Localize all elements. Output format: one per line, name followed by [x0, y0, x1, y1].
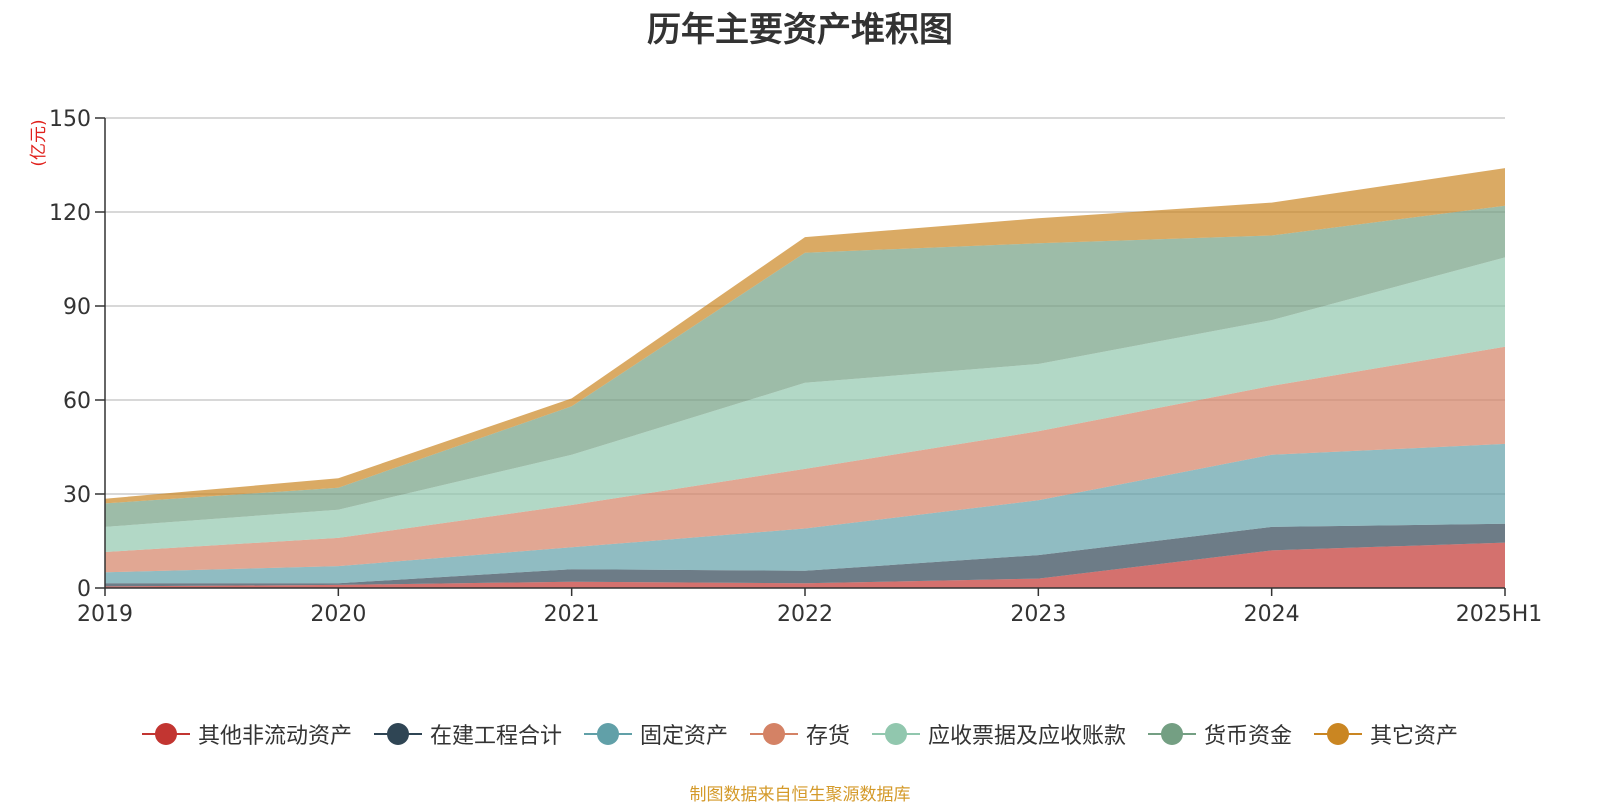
area-series [105, 168, 1505, 588]
legend-swatch [1314, 722, 1363, 746]
legend-label: 存货 [805, 724, 850, 749]
legend-label: 货币资金 [1204, 724, 1293, 749]
legend-item[interactable]: 其他非流动资产 [141, 718, 352, 750]
y-tick-label: 90 [63, 295, 91, 320]
x-tick-label: 2023 [1010, 602, 1066, 627]
legend-item[interactable]: 存货 [749, 718, 850, 750]
legend-label: 其它资产 [1370, 724, 1459, 749]
x-tick-label: 2025H1 [1456, 602, 1543, 627]
legend-label: 在建工程合计 [429, 724, 562, 749]
legend-swatch [583, 722, 632, 746]
area-其他非流动资产 [105, 542, 1505, 588]
y-tick-label: 60 [63, 389, 91, 414]
area-货币资金 [105, 205, 1505, 527]
chart-title: 历年主要资产堆积图 [647, 10, 953, 50]
legend-label: 其他非流动资产 [197, 724, 352, 749]
legend-label: 应收票据及应收账款 [928, 724, 1127, 749]
y-tick-label: 120 [49, 201, 91, 226]
x-tick-label: 2020 [310, 602, 366, 627]
legend-item[interactable]: 其它资产 [1314, 718, 1458, 750]
x-tick-label: 2021 [544, 602, 600, 627]
area-在建工程合计 [105, 523, 1505, 587]
y-tick-label: 0 [77, 577, 91, 602]
legend-swatch [373, 722, 422, 746]
area-应收票据及应收账款 [105, 257, 1505, 552]
area-其它资产 [105, 168, 1505, 504]
x-tick-label: 2019 [77, 602, 133, 627]
legend-swatch [749, 722, 798, 746]
y-tick-label: 150 [49, 107, 91, 132]
legend-item[interactable]: 应收票据及应收账款 [872, 718, 1126, 750]
x-tick-label: 2024 [1244, 602, 1300, 627]
area-存货 [105, 346, 1505, 573]
legend-swatch [872, 722, 920, 746]
legend: 其他非流动资产 在建工程合计 固定资产 存货 应收票据及应收账款 货币资金 其它资产 [0, 718, 1600, 750]
legend-item[interactable]: 货币资金 [1148, 718, 1292, 750]
legend-swatch [141, 722, 190, 746]
y-tick-label: 30 [63, 483, 91, 508]
legend-swatch [1148, 722, 1197, 746]
axes: 0 30 60 90 120 150 2019 2020 2021 2022 2023 2024 202… [49, 107, 1542, 627]
legend-label: 固定资产 [639, 724, 728, 749]
x-tick-label: 2022 [777, 602, 833, 627]
y-axis-label: (亿元) [29, 119, 49, 166]
source-note: 制图数据来自恒生聚源数据库 [689, 785, 911, 805]
legend-item[interactable]: 固定资产 [583, 718, 728, 750]
legend-item[interactable]: 在建工程合计 [373, 718, 562, 750]
area-固定资产 [105, 443, 1505, 584]
